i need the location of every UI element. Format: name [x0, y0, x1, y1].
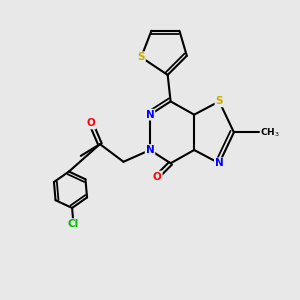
Text: Cl: Cl: [68, 219, 79, 229]
Text: O: O: [153, 172, 162, 182]
Text: O: O: [87, 118, 95, 128]
Text: CH$_3$: CH$_3$: [260, 126, 280, 139]
Text: S: S: [215, 96, 223, 106]
Text: N: N: [146, 145, 154, 155]
Text: N: N: [146, 110, 154, 120]
Text: N: N: [215, 158, 224, 168]
Text: S: S: [137, 52, 145, 62]
